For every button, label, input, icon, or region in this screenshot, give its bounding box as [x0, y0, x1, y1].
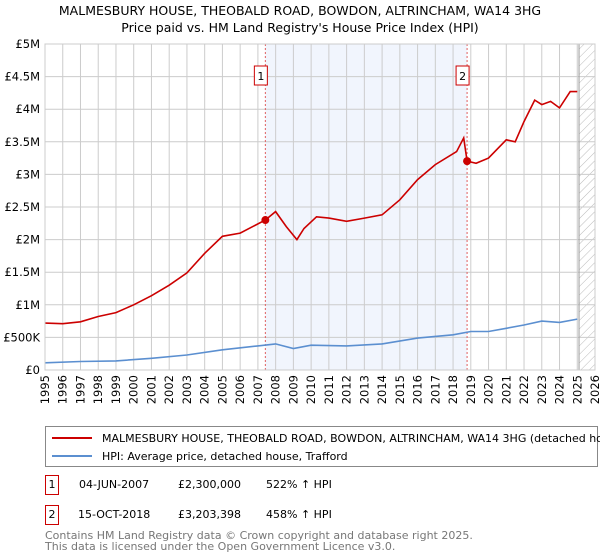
transaction-marker: 2	[45, 505, 59, 525]
transaction-hpi: 458% ↑ HPI	[266, 508, 332, 521]
x-tick-label: 2018	[446, 375, 460, 404]
legend-label: MALMESBURY HOUSE, THEOBALD ROAD, BOWDON,…	[102, 431, 600, 445]
x-tick-label: 2010	[304, 375, 318, 404]
transaction-date: 04-JUN-2007	[79, 478, 150, 491]
plot-border	[44, 43, 596, 371]
x-tick-label: 2000	[127, 375, 141, 404]
x-tick-label: 2016	[411, 375, 425, 404]
sale-point	[463, 157, 472, 166]
transaction-hpi: 522% ↑ HPI	[266, 478, 332, 491]
legend-blue-line	[52, 455, 92, 457]
footer: Contains HM Land Registry data © Crown c…	[45, 530, 473, 552]
legend: MALMESBURY HOUSE, THEOBALD ROAD, BOWDON,…	[45, 426, 600, 467]
x-tick-label: 2017	[428, 375, 442, 404]
y-tick-label: £0	[25, 363, 40, 377]
transaction-price: £2,300,000	[178, 478, 241, 491]
footer-line: This data is licensed under the Open Gov…	[45, 540, 396, 553]
legend-label: HPI: Average price, detached house, Traf…	[102, 449, 348, 463]
sale-label: 2	[459, 70, 466, 83]
x-tick-label: 2014	[375, 375, 389, 404]
x-tick-label: 2005	[215, 375, 229, 404]
legend-item-property: MALMESBURY HOUSE, THEOBALD ROAD, BOWDON,…	[52, 430, 600, 446]
hpi-line	[44, 318, 578, 364]
transaction-price: £3,203,398	[178, 508, 241, 521]
x-tick-label: 2021	[499, 375, 513, 404]
chart-title: MALMESBURY HOUSE, THEOBALD ROAD, BOWDON,…	[58, 3, 542, 18]
transaction-date: 15-OCT-2018	[78, 508, 151, 521]
x-tick-label: 2012	[340, 375, 354, 404]
x-tick-label: 2001	[144, 375, 158, 404]
sale-point	[261, 216, 270, 225]
x-tick-label: 1999	[109, 375, 123, 404]
property-price-line	[44, 90, 578, 325]
y-tick-label: £2.5M	[4, 200, 40, 214]
x-tick-label: 2002	[162, 375, 176, 404]
x-tick-label: 2026	[588, 375, 600, 404]
y-tick-label: £4.5M	[4, 70, 40, 84]
x-tick-label: 1997	[73, 375, 87, 404]
y-tick-label: £1M	[15, 298, 40, 312]
x-tick-label: 1998	[91, 375, 105, 404]
x-tick-label: 2003	[180, 375, 194, 404]
y-tick-label: £2M	[15, 233, 40, 247]
footer-line: Contains HM Land Registry data © Crown c…	[45, 529, 473, 542]
x-tick-label: 1995	[38, 375, 52, 404]
x-tick-label: 2004	[198, 375, 212, 404]
x-tick-label: 2008	[269, 375, 283, 404]
y-tick-label: £4M	[15, 102, 40, 116]
sale-label-box	[253, 65, 268, 86]
sale-label: 1	[257, 70, 264, 83]
x-tick-label: 2024	[553, 375, 567, 404]
x-tick-label: 2013	[357, 375, 371, 404]
transaction-marker: 1	[45, 475, 59, 495]
x-tick-label: 2025	[570, 375, 584, 404]
chart-subtitle: Price paid vs. HM Land Registry's House …	[121, 20, 479, 35]
x-tick-label: 2006	[233, 375, 247, 404]
x-tick-label: 1996	[56, 375, 70, 404]
x-tick-label: 2019	[464, 375, 478, 404]
y-tick-label: £3.5M	[4, 135, 40, 149]
y-tick-label: £3M	[15, 167, 40, 181]
x-tick-label: 2007	[251, 375, 265, 404]
y-tick-label: £5M	[15, 37, 40, 51]
legend-item-hpi: HPI: Average price, detached house, Traf…	[52, 448, 348, 464]
x-tick-label: 2022	[517, 375, 531, 404]
x-tick-label: 2020	[482, 375, 496, 404]
x-tick-label: 2023	[535, 375, 549, 404]
price-chart: 1995 1996 1997 1998 1999 2000 2001 2002 2003 2004…	[3, 37, 600, 404]
x-tick-label: 2011	[322, 375, 336, 404]
y-tick-label: £500K	[3, 330, 40, 344]
x-tick-label: 2015	[393, 375, 407, 404]
y-tick-label: £1.5M	[4, 265, 40, 279]
legend-red-line	[52, 437, 92, 439]
sale-label-box	[455, 65, 470, 86]
x-tick-label: 2009	[286, 375, 300, 404]
